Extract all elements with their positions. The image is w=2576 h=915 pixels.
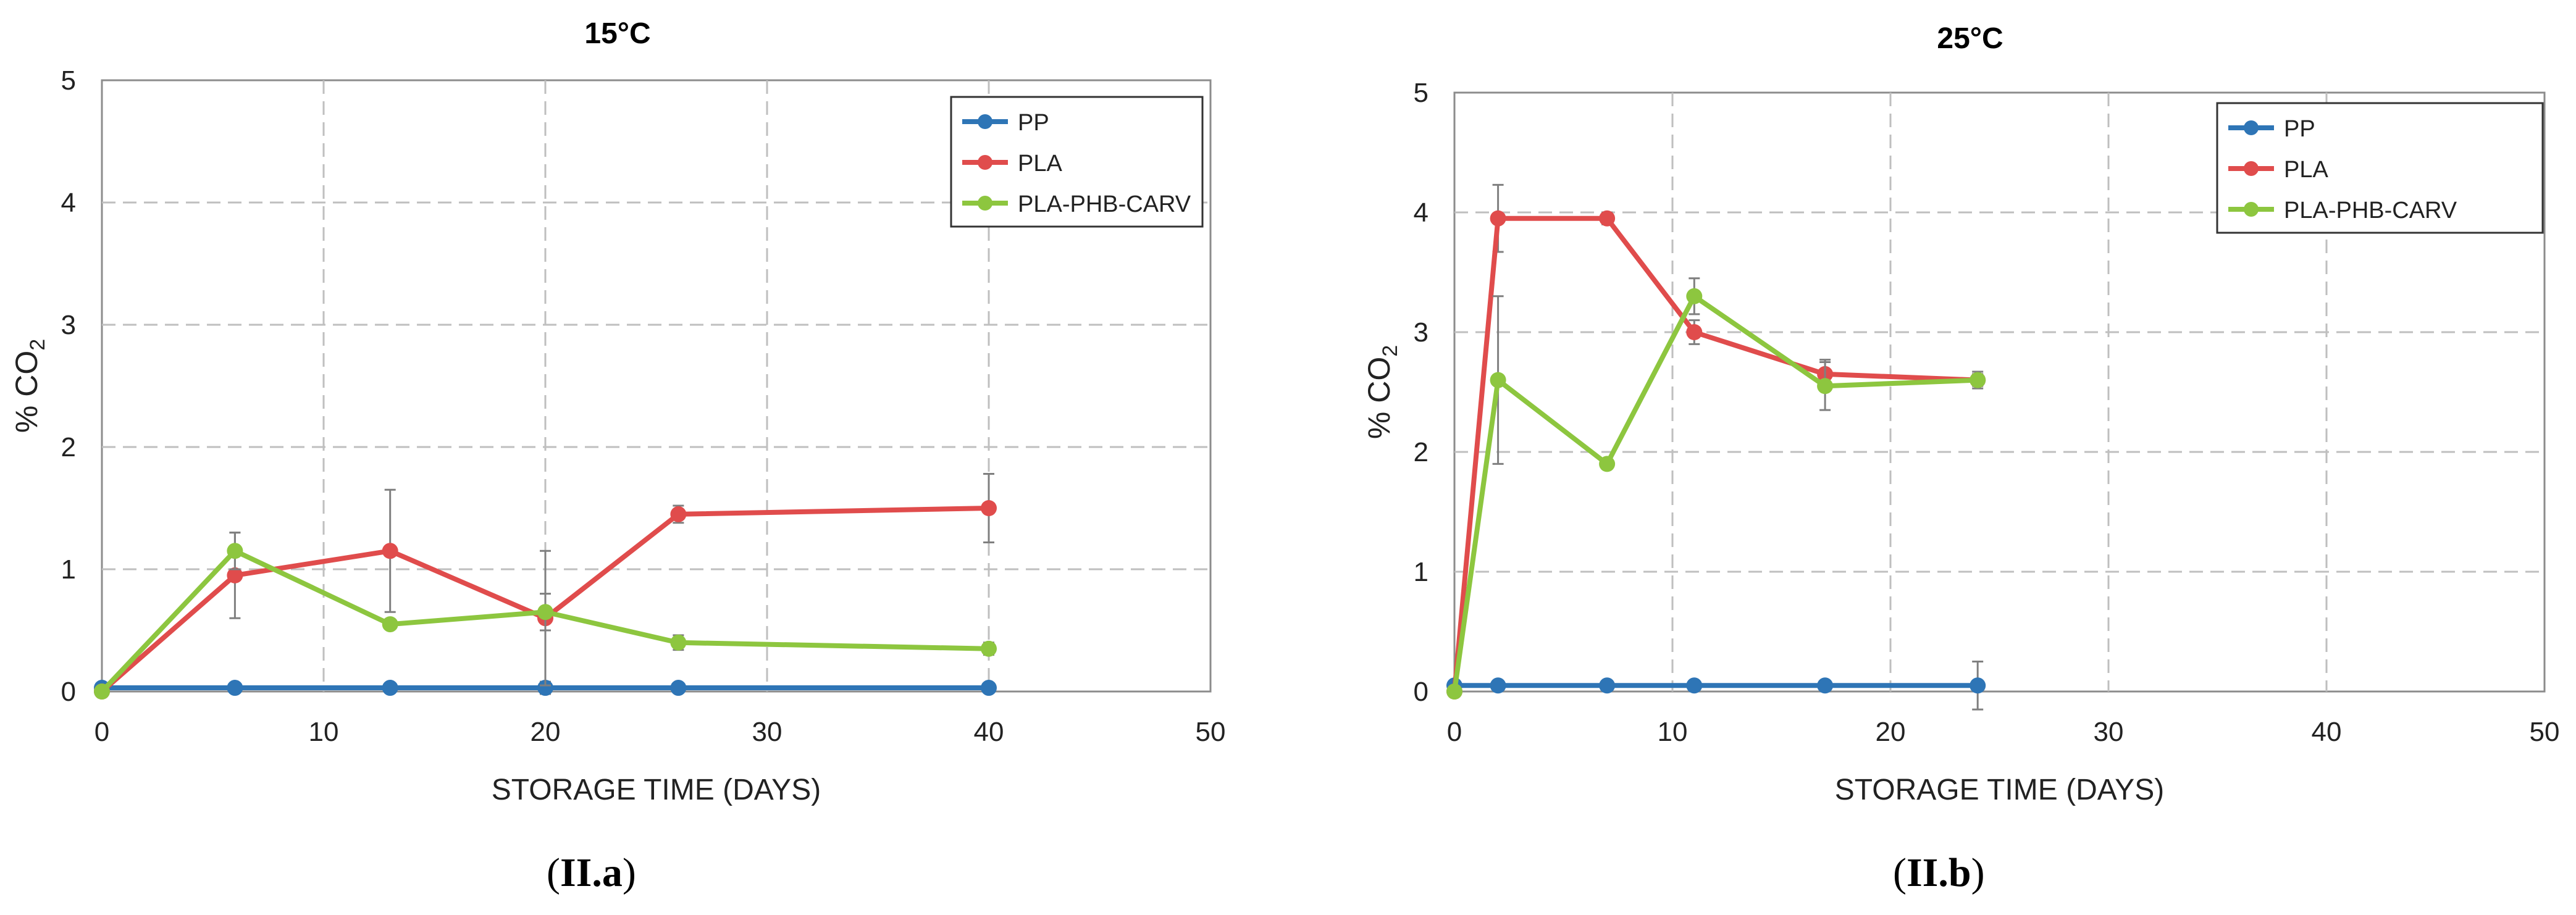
x-tick-label: 30: [752, 717, 782, 747]
data-point: [981, 640, 997, 657]
legend-swatch-marker: [2244, 161, 2259, 176]
data-point: [1970, 372, 1986, 388]
legend-swatch-marker: [978, 155, 992, 170]
y-tick-label: 4: [61, 188, 76, 218]
data-point: [670, 680, 687, 696]
data-point: [1490, 210, 1506, 227]
y-tick-label: 2: [61, 432, 76, 462]
data-point: [94, 683, 110, 700]
data-point: [382, 543, 398, 559]
data-point: [1599, 210, 1616, 227]
legend-label: PLA: [2284, 157, 2328, 183]
x-tick-label: 10: [1658, 717, 1688, 747]
legend-label: PP: [1018, 110, 1049, 136]
caption-left: (II.a): [547, 850, 636, 895]
x-tick-label: 30: [2094, 717, 2124, 747]
series-line: [100, 548, 989, 693]
y-tick-label: 0: [61, 677, 76, 707]
y-tick-label: 0: [1414, 677, 1429, 707]
data-point: [1686, 288, 1703, 304]
y-tick-label: 2: [1414, 437, 1429, 467]
data-point: [1446, 683, 1462, 700]
data-point: [981, 680, 997, 696]
y-tick-label: 1: [1414, 557, 1429, 587]
legend-swatch-marker: [978, 114, 992, 129]
y-tick-label: 5: [1414, 78, 1429, 108]
series-line: [1452, 215, 1978, 692]
caption-right: (II.b): [1893, 850, 1985, 895]
data-point: [670, 634, 687, 651]
data-point: [1686, 324, 1703, 340]
data-point: [1599, 456, 1616, 472]
x-axis-label: STORAGE TIME (DAYS): [1835, 774, 2164, 806]
data-point: [670, 506, 687, 522]
series-pp: [1446, 661, 1986, 711]
x-tick-label: 0: [1447, 717, 1462, 747]
legend-swatch-marker: [2244, 202, 2259, 217]
data-point: [1599, 677, 1616, 694]
y-tick-label: 3: [1414, 317, 1429, 348]
data-point: [1490, 677, 1506, 694]
x-tick-label: 0: [94, 717, 109, 747]
data-point: [227, 567, 243, 583]
legend-label: PLA-PHB-CARV: [1018, 191, 1191, 217]
legend-label: PLA-PHB-CARV: [2284, 198, 2457, 224]
y-axis-label: % CO2: [9, 339, 49, 433]
chart-title: 25°C: [1937, 22, 2003, 55]
data-point: [1970, 677, 1986, 694]
data-point: [1817, 677, 1834, 694]
data-point: [382, 616, 398, 633]
data-point: [981, 500, 997, 516]
y-axis-label: % CO2: [1362, 345, 1402, 439]
series-line: [100, 506, 989, 694]
x-tick-label: 40: [974, 717, 1004, 747]
series-line: [1452, 293, 1978, 692]
data-point: [1817, 378, 1834, 395]
data-point: [1686, 677, 1703, 694]
data-point: [382, 680, 398, 696]
series-pla-phb-carv: [1446, 277, 1986, 700]
legend-swatch-marker: [2244, 120, 2259, 135]
y-tick-label: 4: [1414, 198, 1429, 228]
legend-label: PP: [2284, 116, 2315, 142]
x-tick-label: 50: [2530, 717, 2560, 747]
data-point: [227, 543, 243, 559]
x-tick-label: 20: [1876, 717, 1906, 747]
x-tick-label: 40: [2312, 717, 2342, 747]
x-tick-label: 50: [1196, 717, 1226, 747]
legend: PP PLA PLA-PHB-CARV: [950, 96, 1204, 228]
x-tick-label: 20: [531, 717, 561, 747]
y-tick-label: 5: [61, 65, 76, 96]
legend-label: PLA: [1018, 151, 1062, 177]
data-point: [537, 680, 553, 696]
x-tick-label: 10: [309, 717, 339, 747]
data-point: [537, 604, 553, 620]
legend: PP PLA PLA-PHB-CARV: [2216, 102, 2544, 234]
data-point: [227, 680, 243, 696]
y-tick-label: 1: [61, 554, 76, 585]
chart-title: 15°C: [584, 17, 650, 50]
legend-swatch-marker: [978, 196, 992, 211]
x-axis-label: STORAGE TIME (DAYS): [492, 774, 821, 806]
series-pla-phb-carv: [94, 532, 997, 700]
y-tick-label: 3: [61, 310, 76, 340]
data-point: [1490, 372, 1506, 388]
